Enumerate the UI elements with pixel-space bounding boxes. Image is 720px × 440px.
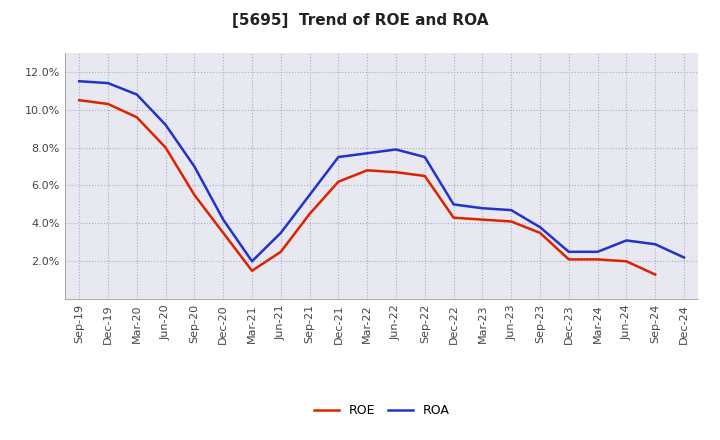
ROA <box>248 259 256 264</box>
ROE <box>478 217 487 222</box>
ROE <box>564 257 573 262</box>
ROA <box>449 202 458 207</box>
ROE <box>334 179 343 184</box>
ROA <box>478 205 487 211</box>
ROA <box>305 192 314 198</box>
ROE <box>276 249 285 254</box>
ROA <box>132 92 141 97</box>
ROE <box>363 168 372 173</box>
ROA <box>363 150 372 156</box>
ROE <box>507 219 516 224</box>
ROE <box>75 98 84 103</box>
ROE <box>190 192 199 198</box>
Legend: ROE, ROA: ROE, ROA <box>309 399 454 422</box>
ROA <box>161 122 170 128</box>
ROE <box>536 230 544 235</box>
Line: ROE: ROE <box>79 100 655 275</box>
ROE <box>622 259 631 264</box>
ROA <box>75 79 84 84</box>
ROA <box>104 81 112 86</box>
ROE <box>420 173 429 179</box>
ROA <box>680 255 688 260</box>
ROE <box>392 169 400 175</box>
ROE <box>219 230 228 235</box>
ROE <box>651 272 660 277</box>
ROE <box>248 268 256 273</box>
ROA <box>507 208 516 213</box>
ROE <box>305 211 314 216</box>
ROA <box>190 164 199 169</box>
Text: [5695]  Trend of ROE and ROA: [5695] Trend of ROE and ROA <box>232 13 488 28</box>
ROA <box>276 230 285 235</box>
Line: ROA: ROA <box>79 81 684 261</box>
ROA <box>622 238 631 243</box>
ROE <box>449 215 458 220</box>
ROA <box>392 147 400 152</box>
ROA <box>420 154 429 160</box>
ROA <box>593 249 602 254</box>
ROA <box>651 242 660 247</box>
ROA <box>536 224 544 230</box>
ROE <box>104 101 112 106</box>
ROE <box>132 114 141 120</box>
ROE <box>161 145 170 150</box>
ROA <box>334 154 343 160</box>
ROE <box>593 257 602 262</box>
ROA <box>219 217 228 222</box>
ROA <box>564 249 573 254</box>
